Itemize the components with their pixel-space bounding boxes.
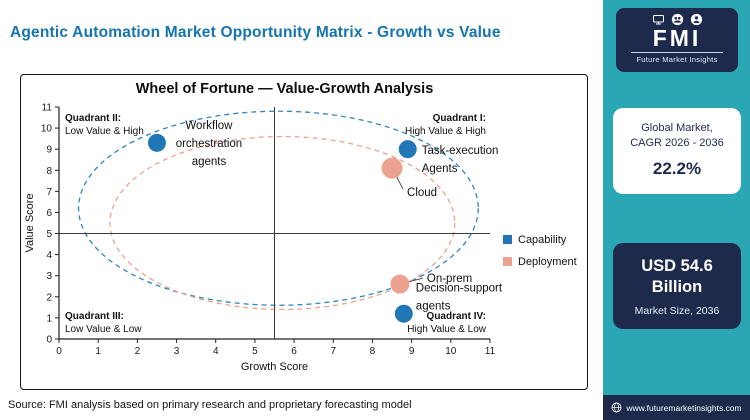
svg-text:0: 0 [56, 346, 62, 357]
main-panel: Agentic Automation Market Opportunity Ma… [8, 24, 588, 411]
sidebar: FMI Future Market Insights Global Market… [603, 0, 750, 420]
footer-url[interactable]: www.futuremarketinsights.com [626, 402, 742, 413]
svg-text:High Value & Low: High Value & Low [407, 324, 487, 335]
brand-name: FMI [652, 25, 702, 51]
svg-text:Agents: Agents [422, 163, 458, 175]
svg-text:3: 3 [174, 346, 180, 357]
svg-text:5: 5 [46, 229, 52, 240]
svg-text:4: 4 [213, 346, 219, 357]
svg-text:Quadrant IV:: Quadrant IV: [427, 311, 486, 322]
svg-text:orchestration: orchestration [176, 138, 242, 150]
svg-text:7: 7 [330, 346, 336, 357]
svg-text:10: 10 [445, 346, 457, 357]
svg-text:2: 2 [46, 292, 52, 303]
svg-text:agents: agents [416, 301, 451, 313]
svg-text:Growth Score: Growth Score [241, 361, 308, 373]
svg-text:Quadrant III:: Quadrant III: [65, 311, 124, 322]
svg-text:Decision-support: Decision-support [416, 283, 503, 295]
market-size-value: USD 54.6 Billion [641, 257, 713, 296]
svg-text:Quadrant II:: Quadrant II: [65, 113, 121, 124]
svg-text:Workflow: Workflow [185, 120, 233, 132]
svg-text:4: 4 [46, 250, 52, 261]
globe-icon [611, 402, 622, 413]
svg-text:10: 10 [41, 124, 53, 135]
market-size-card: USD 54.6 Billion Market Size, 2036 [613, 243, 741, 329]
chart-card: 0 1 2 3 4 5 6 7 8 9 10 11 0 1 2 3 4 5 6 7 8 9 10 11 Growth Score… [20, 74, 588, 390]
svg-text:8: 8 [370, 346, 376, 357]
svg-text:Wheel of Fortune — Value-Growt: Wheel of Fortune — Value-Growth Analysis [136, 81, 434, 97]
svg-text:1: 1 [95, 346, 101, 357]
svg-text:9: 9 [409, 346, 415, 357]
svg-text:Quadrant I:: Quadrant I: [433, 113, 486, 124]
logo-icons-row [616, 12, 738, 26]
svg-text:9: 9 [46, 145, 52, 156]
cagr-line1: Global Market, [641, 122, 713, 134]
svg-text:Low Value & High: Low Value & High [65, 126, 144, 137]
brand-tagline: Future Market Insights [636, 55, 718, 64]
svg-text:6: 6 [291, 346, 297, 357]
svg-text:2: 2 [135, 346, 141, 357]
market-size-label: Market Size, 2036 [634, 305, 720, 317]
svg-text:Cloud: Cloud [407, 187, 437, 199]
team-icon [671, 13, 684, 26]
svg-text:6: 6 [46, 208, 52, 219]
svg-text:3: 3 [46, 271, 52, 282]
svg-text:0: 0 [46, 335, 52, 346]
svg-text:1: 1 [46, 313, 52, 324]
monitor-icon [652, 13, 665, 26]
person-icon [690, 13, 703, 26]
svg-text:Value Score: Value Score [24, 193, 36, 252]
svg-text:Deployment: Deployment [518, 256, 577, 268]
svg-text:7: 7 [46, 187, 52, 198]
svg-text:8: 8 [46, 166, 52, 177]
svg-text:agents: agents [192, 156, 227, 168]
fmi-logo-card: FMI Future Market Insights [616, 8, 738, 72]
sidebar-footer: www.futuremarketinsights.com [603, 395, 750, 420]
svg-text:5: 5 [252, 346, 258, 357]
page-title: Agentic Automation Market Opportunity Ma… [10, 24, 501, 41]
svg-text:Low Value & Low: Low Value & Low [65, 324, 142, 335]
cagr-line2: CAGR 2026 - 2036 [630, 137, 724, 149]
svg-text:11: 11 [42, 103, 53, 114]
svg-text:On-prem: On-prem [427, 273, 472, 285]
svg-text:11: 11 [485, 346, 496, 357]
svg-text:Task-execution: Task-execution [422, 145, 499, 157]
svg-text:Capability: Capability [518, 234, 567, 246]
cagr-value: 22.2% [652, 159, 702, 178]
cagr-card: Global Market, CAGR 2026 - 2036 22.2% [613, 108, 741, 194]
source-note: Source: FMI analysis based on primary re… [8, 399, 412, 411]
logo-divider [631, 52, 723, 53]
svg-text:High Value & High: High Value & High [405, 126, 486, 137]
value-growth-scatter-chart: 0 1 2 3 4 5 6 7 8 9 10 11 0 1 2 3 4 5 6 7 8 9 10 11 Growth Score… [24, 81, 577, 373]
